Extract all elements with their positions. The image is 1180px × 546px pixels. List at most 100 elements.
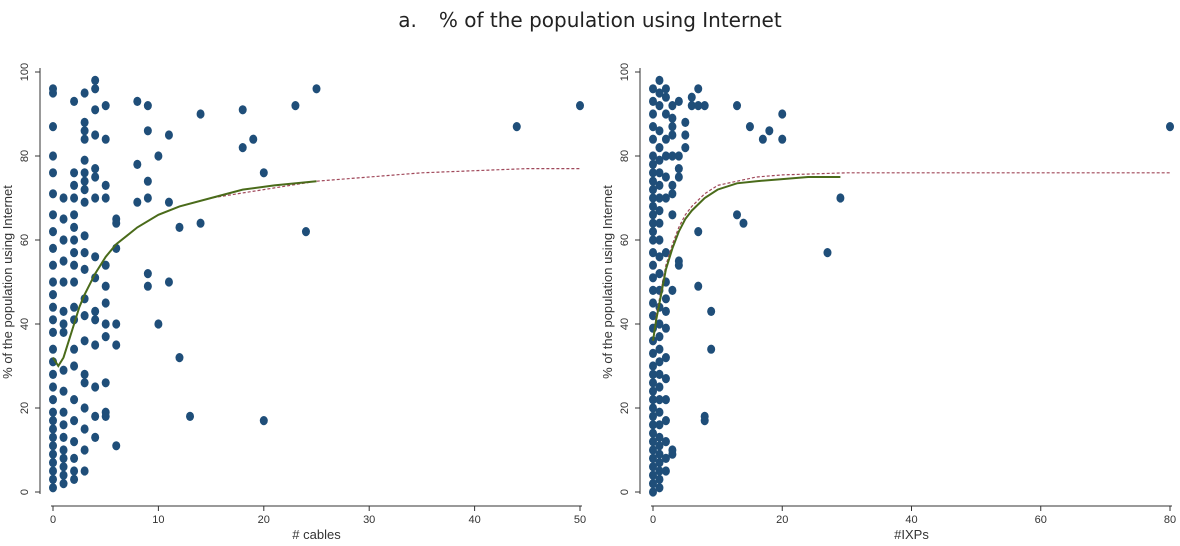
data-point <box>655 357 664 367</box>
data-point <box>80 134 89 144</box>
data-point <box>655 449 664 459</box>
data-point <box>778 109 787 119</box>
data-point <box>49 424 57 434</box>
data-point <box>649 311 657 321</box>
data-point <box>694 101 703 111</box>
data-point <box>655 126 664 136</box>
y-axis-title: % of the population using Internet <box>0 185 15 379</box>
x-tick-label: 20 <box>258 514 270 526</box>
data-point <box>668 445 677 455</box>
data-point <box>49 382 57 392</box>
data-point <box>649 260 657 270</box>
data-point <box>700 411 709 421</box>
data-point <box>59 453 68 463</box>
data-point <box>59 327 68 337</box>
data-point <box>49 151 57 161</box>
data-point <box>649 193 657 203</box>
data-point <box>674 151 683 161</box>
data-point <box>175 353 184 363</box>
figure-title: a. % of the population using Internet <box>0 8 1180 32</box>
data-point <box>112 214 121 224</box>
data-point <box>655 441 664 451</box>
data-point <box>196 218 205 228</box>
data-point <box>649 96 657 106</box>
data-point <box>70 395 79 405</box>
data-point <box>649 273 657 283</box>
figure-number: a. <box>398 8 417 32</box>
data-point <box>91 382 100 392</box>
data-point <box>655 88 664 98</box>
data-point <box>91 172 100 182</box>
data-point <box>80 369 89 379</box>
data-point <box>661 395 670 405</box>
data-point <box>80 176 89 186</box>
data-point <box>661 92 670 102</box>
data-point <box>91 105 100 115</box>
data-point <box>49 432 57 442</box>
data-point <box>70 96 79 106</box>
data-point <box>668 113 677 123</box>
data-point <box>143 126 152 136</box>
data-point <box>668 122 677 132</box>
data-point <box>655 252 664 262</box>
data-point <box>655 155 664 165</box>
data-point <box>80 445 89 455</box>
data-point <box>655 193 664 203</box>
data-point <box>59 386 68 396</box>
data-point <box>649 487 657 497</box>
data-point <box>259 168 268 178</box>
y-tick-label: 0 <box>19 489 31 495</box>
data-point <box>91 130 100 140</box>
y-tick-label: 80 <box>619 150 631 162</box>
data-point <box>836 193 845 203</box>
x-tick-label: 50 <box>574 514 586 526</box>
data-point <box>655 75 664 85</box>
data-point <box>49 449 57 459</box>
data-point <box>312 84 321 94</box>
x-tick-label: 80 <box>1164 514 1176 526</box>
data-point <box>80 466 89 476</box>
data-point <box>80 168 89 178</box>
data-point <box>649 369 657 379</box>
y-tick-label: 100 <box>619 63 631 81</box>
data-point <box>49 122 57 132</box>
fit-line-solid <box>52 180 317 368</box>
data-point <box>59 432 68 442</box>
data-point <box>133 197 142 207</box>
data-point <box>655 395 664 405</box>
data-point <box>649 168 657 178</box>
data-point <box>70 168 79 178</box>
data-point <box>668 285 677 295</box>
data-point <box>101 332 110 342</box>
data-point <box>674 172 683 182</box>
data-point <box>112 340 121 350</box>
data-point <box>655 382 664 392</box>
y-tick-label: 100 <box>19 63 31 81</box>
data-point <box>778 134 787 144</box>
data-point <box>91 411 100 421</box>
data-point <box>91 193 100 203</box>
data-point <box>91 340 100 350</box>
y-tick-label: 20 <box>19 402 31 414</box>
data-point <box>694 281 703 291</box>
data-point <box>143 193 152 203</box>
data-point <box>101 298 110 308</box>
data-point <box>649 134 657 144</box>
x-tick-label: 60 <box>1035 514 1047 526</box>
y-tick-label: 20 <box>619 402 631 414</box>
data-point <box>91 306 100 316</box>
data-point <box>661 248 670 258</box>
data-point <box>661 109 670 119</box>
data-point <box>70 453 79 463</box>
data-point <box>649 437 657 447</box>
data-point <box>59 277 68 287</box>
data-point <box>681 130 690 140</box>
data-point <box>655 332 664 342</box>
data-point <box>70 344 79 354</box>
data-point <box>655 420 664 430</box>
data-point <box>649 386 657 396</box>
data-point <box>49 315 57 325</box>
data-point <box>649 403 657 413</box>
data-point <box>655 407 664 417</box>
data-point <box>49 395 57 405</box>
